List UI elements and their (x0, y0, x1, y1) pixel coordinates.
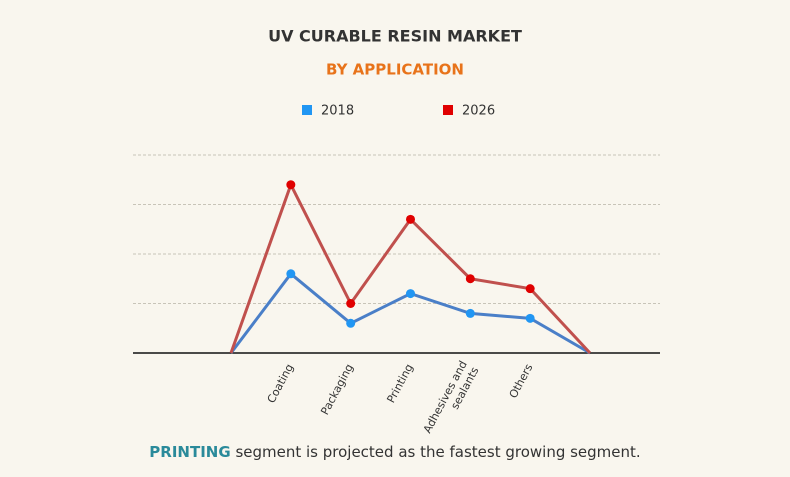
data-point (525, 313, 535, 323)
footnote-highlight: PRINTING (149, 443, 230, 461)
legend-swatch (302, 105, 312, 115)
data-point (286, 180, 296, 190)
legend-label: 2018 (321, 104, 354, 119)
data-point (346, 318, 356, 328)
data-point (346, 299, 356, 308)
data-point (406, 289, 415, 299)
legend-label: 2026 (462, 104, 495, 119)
data-point (525, 284, 535, 294)
footnote-text: segment is projected as the fastest grow… (235, 443, 640, 461)
chart-title: UV CURABLE RESIN MARKET (268, 27, 522, 46)
chart-subtitle: BY APPLICATION (326, 61, 464, 79)
data-point (406, 214, 415, 224)
data-point (465, 308, 475, 318)
footnote: PRINTING segment is projected as the fas… (149, 443, 640, 461)
legend-swatch (443, 105, 453, 115)
data-point (465, 274, 475, 284)
data-point (286, 269, 296, 279)
